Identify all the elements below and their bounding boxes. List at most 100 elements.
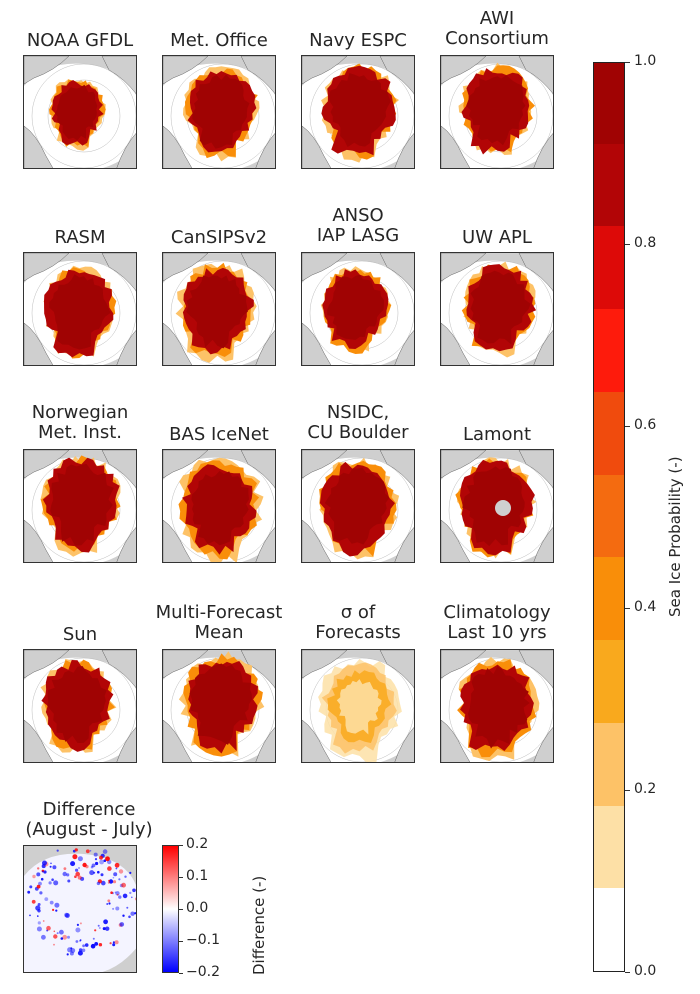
difference-negative [129,871,132,874]
difference-negative [99,859,104,865]
forecast-map [162,449,276,563]
land-mass [533,526,553,562]
difference-negative [113,872,118,877]
difference-negative [62,871,67,877]
difference-negative [54,902,60,908]
difference-negative [77,950,83,956]
difference-negative [106,903,109,905]
latitude-ring [448,657,553,762]
land-mass [24,125,54,168]
difference-negative [95,861,99,866]
map-canvas [302,650,414,762]
land-mass [24,719,54,762]
difference-negative [112,907,115,910]
land-mass [379,56,414,94]
forecast-map [23,252,137,366]
difference-positive [109,942,112,945]
panel-title: Multi-Forecast Mean [129,603,309,643]
map-canvas [163,450,275,562]
latitude-ring [309,457,414,562]
difference-negative [93,852,98,857]
difference-negative [128,915,131,919]
difference-negative [115,906,120,911]
probability-tick-mark [625,608,630,609]
difference-positive [108,879,110,882]
difference-negative [75,868,79,872]
panel-title-line: Met. Office [170,30,268,51]
difference-map [23,845,137,973]
difference-negative [79,939,82,941]
latitude-ring [170,63,275,168]
colorbar-bin [594,722,624,806]
land-mass [302,253,348,282]
land-mass [533,726,553,762]
panel-title: Navy ESPC [268,31,448,51]
latitude-ring [170,457,275,562]
panel-title-line: BAS IceNet [169,424,269,445]
difference-negative [101,880,106,886]
difference-negative [41,934,46,940]
difference-positive [110,891,113,894]
difference-negative [100,873,104,877]
difference-positive [36,884,41,889]
difference-positive [107,881,110,884]
difference-negative [78,948,83,952]
difference-negative [90,943,96,949]
land-mass [302,719,332,762]
land-mass [24,253,70,282]
probability-tick-label: 0.2 [634,781,657,797]
land-mass [255,329,275,365]
latitude-ring [31,657,136,762]
panel-title-line: UW APL [462,227,532,248]
panel-title-line: CanSIPSv2 [170,227,268,248]
difference-negative [78,867,80,869]
difference-tick-mark [179,973,183,974]
difference-positive [72,854,78,860]
difference-positive [74,875,77,878]
difference-negative [38,881,42,886]
std-dev-region [336,679,382,735]
difference-negative [108,902,111,905]
colorbar-bin [594,225,624,310]
probability-tick-label: 0.8 [634,235,657,251]
forecast-map [162,252,276,366]
land-mass [163,56,209,85]
ice-probability-region [50,463,114,546]
forecast-map [440,55,554,169]
difference-negative [67,879,71,883]
latitude-ring [31,260,136,365]
probability-tick-label: 1.0 [634,53,657,69]
pole-hole [495,500,511,516]
latitude-ring [309,260,414,365]
land-mass [533,132,553,168]
difference-negative [37,915,39,917]
difference-negative [75,940,79,943]
land-mass [116,329,136,365]
ice-probability-region [468,666,530,749]
panel-title: Met. Office [129,31,309,51]
difference-positive [114,862,120,868]
difference-positive [53,943,55,946]
difference-negative [105,926,110,931]
difference-negative [76,923,79,926]
land-mass [394,329,414,365]
difference-positive [112,880,117,884]
panel-title: AWI Consortium [407,9,587,49]
difference-negative [66,953,69,956]
colorbar-bin [594,805,624,889]
land-mass [394,132,414,168]
panel-title-line: RASM [54,227,106,248]
difference-positive [85,864,89,869]
map-canvas [24,253,136,365]
panel-title-line: σ of [340,602,376,623]
map-canvas [163,253,275,365]
forecast-map [301,252,415,366]
difference-negative [112,941,115,944]
difference-negative [102,927,106,931]
difference-positive [116,894,119,896]
difference-negative [119,922,125,927]
probability-colorbar-label: Sea Ice Probability (-) [666,456,684,617]
land-mass [116,526,136,562]
land-mass [101,56,136,94]
latitude-ring [309,63,414,168]
